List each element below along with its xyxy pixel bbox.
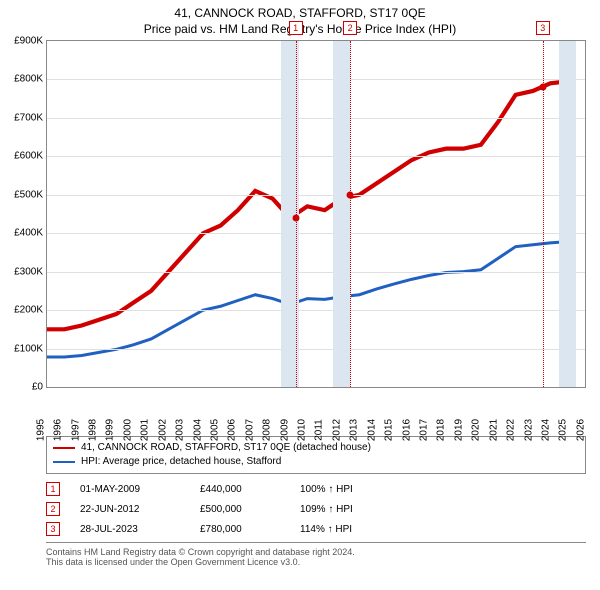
- footer-line-1: Contains HM Land Registry data © Crown c…: [46, 547, 586, 557]
- y-axis-label: £900K: [9, 36, 43, 47]
- transaction-hpi: 114% ↑ HPI: [300, 524, 420, 535]
- y-axis-label: £500K: [9, 189, 43, 200]
- x-axis-label: 2023: [523, 419, 534, 441]
- x-axis-label: 2004: [192, 419, 203, 441]
- gridline: [47, 156, 585, 157]
- legend-label-2: HPI: Average price, detached house, Staf…: [81, 455, 281, 469]
- x-axis-label: 2010: [296, 419, 307, 441]
- transaction-date: 28-JUL-2023: [80, 524, 180, 535]
- gridline: [47, 79, 585, 80]
- x-axis-labels: 1995199619971998199920002001200220032004…: [46, 388, 586, 430]
- x-axis-label: 1999: [105, 419, 116, 441]
- chart-title: 41, CANNOCK ROAD, STAFFORD, ST17 0QE: [8, 6, 592, 20]
- table-row: 3 28-JUL-2023 £780,000 114% ↑ HPI: [46, 522, 586, 536]
- x-axis-label: 2008: [261, 419, 272, 441]
- y-axis-label: £400K: [9, 228, 43, 239]
- x-axis-label: 2015: [383, 419, 394, 441]
- gridline: [47, 310, 585, 311]
- gridline: [47, 272, 585, 273]
- transaction-price: £500,000: [200, 504, 280, 515]
- transaction-marker-3: 3: [46, 522, 60, 536]
- legend-swatch-1: [53, 447, 75, 449]
- x-axis-label: 2016: [401, 419, 412, 441]
- series-svg: [47, 41, 585, 387]
- transaction-marker-2: 2: [46, 502, 60, 516]
- x-axis-label: 2012: [331, 419, 342, 441]
- x-axis-label: 2002: [157, 419, 168, 441]
- marker-dot: [539, 84, 546, 91]
- legend-swatch-2: [53, 461, 75, 463]
- transaction-price: £440,000: [200, 484, 280, 495]
- marker-dot: [292, 214, 299, 221]
- x-axis-label: 2003: [174, 419, 185, 441]
- marker-box: 3: [536, 21, 550, 35]
- marker-dash: [350, 41, 351, 387]
- x-axis-label: 2024: [540, 419, 551, 441]
- y-axis-label: £700K: [9, 112, 43, 123]
- y-axis-label: £600K: [9, 151, 43, 162]
- x-axis-label: 2011: [314, 419, 325, 441]
- x-axis-label: 2005: [209, 419, 220, 441]
- x-axis-label: 2017: [418, 419, 429, 441]
- series-line: [47, 242, 568, 357]
- x-axis-label: 2013: [349, 419, 360, 441]
- highlight-band: [333, 41, 350, 387]
- y-axis-label: £100K: [9, 343, 43, 354]
- gridline: [47, 195, 585, 196]
- x-axis-label: 1996: [52, 419, 63, 441]
- table-row: 2 22-JUN-2012 £500,000 109% ↑ HPI: [46, 502, 586, 516]
- transaction-marker-1: 1: [46, 482, 60, 496]
- chart-container: 41, CANNOCK ROAD, STAFFORD, ST17 0QE Pri…: [0, 0, 600, 590]
- legend-item-2: HPI: Average price, detached house, Staf…: [53, 455, 579, 469]
- marker-dash: [543, 41, 544, 387]
- legend: 41, CANNOCK ROAD, STAFFORD, ST17 0QE (de…: [46, 436, 586, 474]
- x-axis-label: 2014: [366, 419, 377, 441]
- legend-label-1: 41, CANNOCK ROAD, STAFFORD, ST17 0QE (de…: [81, 441, 371, 455]
- gridline: [47, 349, 585, 350]
- x-axis-label: 2006: [227, 419, 238, 441]
- x-axis-label: 2019: [453, 419, 464, 441]
- marker-box: 1: [289, 21, 303, 35]
- x-axis-label: 2001: [140, 419, 151, 441]
- x-axis-label: 2000: [122, 419, 133, 441]
- chart-area: £0£100K£200K£300K£400K£500K£600K£700K£80…: [46, 40, 586, 430]
- legend-item-1: 41, CANNOCK ROAD, STAFFORD, ST17 0QE (de…: [53, 441, 579, 455]
- x-axis-label: 1997: [70, 419, 81, 441]
- transaction-hpi: 109% ↑ HPI: [300, 504, 420, 515]
- x-axis-label: 2026: [575, 419, 586, 441]
- x-axis-label: 2009: [279, 419, 290, 441]
- x-axis-label: 2018: [436, 419, 447, 441]
- transaction-hpi: 100% ↑ HPI: [300, 484, 420, 495]
- x-axis-label: 1998: [87, 419, 98, 441]
- footer: Contains HM Land Registry data © Crown c…: [46, 542, 586, 567]
- marker-dot: [347, 191, 354, 198]
- footer-line-2: This data is licensed under the Open Gov…: [46, 557, 586, 567]
- x-axis-label: 2021: [488, 419, 499, 441]
- y-axis-label: £800K: [9, 74, 43, 85]
- x-axis-label: 2025: [558, 419, 569, 441]
- plot-area: £0£100K£200K£300K£400K£500K£600K£700K£80…: [46, 40, 586, 388]
- x-axis-label: 2020: [470, 419, 481, 441]
- x-axis-label: 1995: [35, 419, 46, 441]
- y-axis-label: £0: [9, 382, 43, 393]
- transaction-date: 01-MAY-2009: [80, 484, 180, 495]
- gridline: [47, 233, 585, 234]
- gridline: [47, 118, 585, 119]
- marker-box: 2: [343, 21, 357, 35]
- transactions-table: 1 01-MAY-2009 £440,000 100% ↑ HPI 2 22-J…: [46, 482, 586, 536]
- transaction-date: 22-JUN-2012: [80, 504, 180, 515]
- highlight-band: [559, 41, 576, 387]
- transaction-price: £780,000: [200, 524, 280, 535]
- x-axis-label: 2022: [505, 419, 516, 441]
- y-axis-label: £200K: [9, 305, 43, 316]
- table-row: 1 01-MAY-2009 £440,000 100% ↑ HPI: [46, 482, 586, 496]
- x-axis-label: 2007: [244, 419, 255, 441]
- y-axis-label: £300K: [9, 266, 43, 277]
